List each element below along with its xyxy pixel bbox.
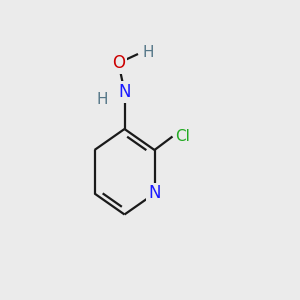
Text: H: H	[142, 45, 154, 60]
Text: N: N	[118, 82, 131, 100]
Text: H: H	[97, 92, 108, 106]
Text: N: N	[148, 184, 161, 202]
Text: O: O	[112, 54, 125, 72]
Text: Cl: Cl	[176, 129, 190, 144]
